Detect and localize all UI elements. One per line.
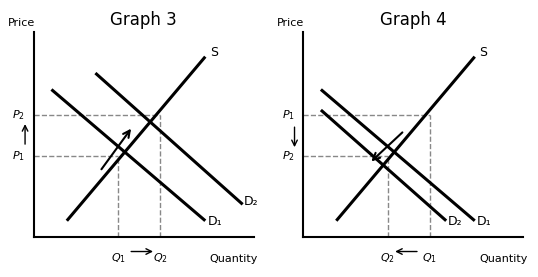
Title: Graph 3: Graph 3 (110, 11, 177, 29)
Text: $P_1$: $P_1$ (281, 108, 294, 122)
Text: $P_1$: $P_1$ (12, 149, 25, 163)
Text: S: S (479, 46, 487, 59)
Text: $Q_2$: $Q_2$ (153, 252, 168, 265)
Text: Price: Price (277, 18, 304, 28)
Text: $Q_1$: $Q_1$ (422, 252, 437, 265)
Text: $P_2$: $P_2$ (12, 108, 25, 122)
Text: D₂: D₂ (447, 215, 462, 228)
Title: Graph 4: Graph 4 (380, 11, 447, 29)
Text: D₁: D₁ (208, 215, 222, 228)
Text: D₂: D₂ (244, 195, 258, 208)
Text: S: S (210, 46, 218, 59)
Text: $Q_1$: $Q_1$ (111, 252, 126, 265)
Text: $Q_2$: $Q_2$ (380, 252, 395, 265)
Text: D₁: D₁ (477, 215, 492, 228)
Text: $P_2$: $P_2$ (282, 149, 294, 163)
Text: Quantity: Quantity (479, 253, 527, 264)
Text: Price: Price (8, 18, 35, 28)
Text: Quantity: Quantity (210, 253, 258, 264)
